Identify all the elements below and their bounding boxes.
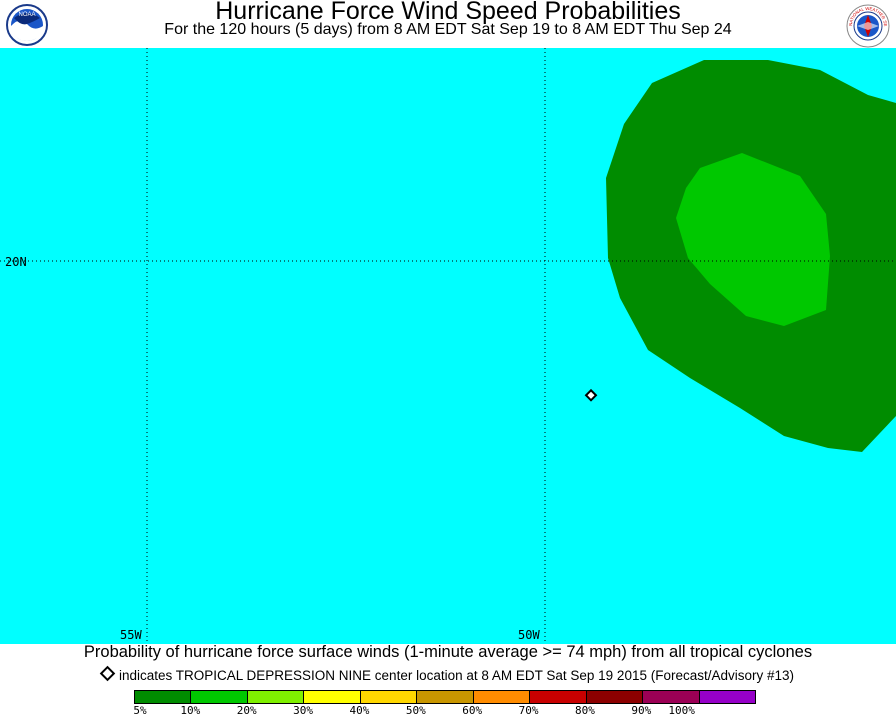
legend-swatch [699, 691, 755, 703]
lat-label-20n: 20N [5, 255, 27, 269]
legend-swatch [360, 691, 418, 703]
header: NOAA Hurricane Force Wind Speed Probabil… [0, 0, 896, 48]
legend-label: 50% [405, 704, 426, 717]
legend-label: 5% [133, 704, 147, 717]
lon-label-55w: 55W [120, 628, 142, 642]
legend-swatch [247, 691, 305, 703]
marker-note: indicates TROPICAL DEPRESSION NINE cente… [0, 665, 896, 683]
legend-swatch [191, 691, 248, 703]
legend-label: 20% [236, 704, 257, 717]
legend-label: 100% [668, 704, 695, 717]
legend-label: 70% [518, 704, 539, 717]
marker-note-text: indicates TROPICAL DEPRESSION NINE cente… [118, 668, 795, 683]
legend-label: 40% [349, 704, 370, 717]
diamond-icon [99, 665, 116, 682]
legend-swatch [473, 691, 531, 703]
contour-10-percent [676, 153, 830, 326]
legend-swatch [586, 691, 644, 703]
probability-map [0, 48, 896, 644]
legend-swatch [135, 691, 192, 703]
legend-swatch [530, 691, 587, 703]
map-caption: Probability of hurricane force surface w… [83, 643, 813, 661]
noaa-logo-icon: NOAA [6, 4, 48, 46]
color-legend [134, 690, 756, 704]
legend-swatch [643, 691, 700, 703]
legend-label: 90% [631, 704, 652, 717]
storm-center-marker [584, 388, 598, 402]
page-subtitle: For the 120 hours (5 days) from 8 AM EDT… [164, 21, 732, 38]
legend-label: 10% [180, 704, 201, 717]
nws-logo-icon: NATIONAL WEATHER SERVICE [846, 4, 890, 48]
legend-label: 30% [293, 704, 314, 717]
legend-label: 60% [462, 704, 483, 717]
legend-swatch [417, 691, 474, 703]
page-title: Hurricane Force Wind Speed Probabilities [215, 0, 681, 25]
legend-swatch [304, 691, 361, 703]
legend-label: 80% [574, 704, 595, 717]
svg-text:NOAA: NOAA [18, 12, 35, 18]
lon-label-50w: 50W [518, 628, 540, 642]
